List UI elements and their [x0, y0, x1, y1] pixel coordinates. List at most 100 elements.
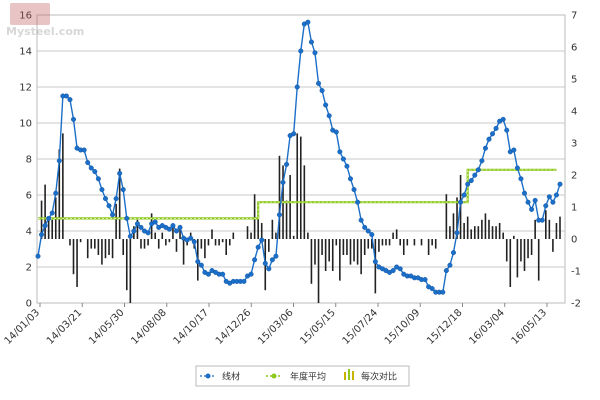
comparison-bar [246, 226, 249, 239]
price-point [46, 215, 52, 221]
price-point [351, 187, 357, 193]
comparison-bar [445, 194, 448, 239]
price-point [248, 271, 254, 277]
price-point [458, 199, 464, 205]
price-point [134, 221, 140, 227]
comparison-bar [470, 229, 473, 239]
comparison-bar [200, 239, 203, 249]
price-point [543, 203, 549, 209]
comparison-bar [481, 219, 483, 239]
comparison-bar [136, 219, 139, 239]
comparison-bar [253, 194, 256, 239]
comparison-bar [434, 239, 437, 249]
price-point [493, 125, 499, 131]
price-point [479, 158, 485, 164]
comparison-bar [296, 133, 299, 239]
y-right-tick-label: -1 [571, 267, 581, 278]
comparison-bar [513, 235, 515, 239]
x-tick-label: 16/03/04 [467, 307, 507, 347]
comparison-bar [505, 239, 508, 262]
y-right-tick-label: 5 [571, 75, 577, 86]
comparison-bar [62, 133, 64, 239]
comparison-bar [477, 226, 480, 239]
comparison-bar [140, 239, 142, 249]
comparison-bar [94, 239, 96, 249]
price-point [273, 253, 279, 259]
comparison-bar [331, 239, 334, 271]
legend-item-series-1[interactable]: 线材 [200, 371, 240, 383]
price-point [323, 102, 329, 108]
legend-item-series-2[interactable]: 年度平均 [266, 371, 326, 383]
price-point [369, 232, 375, 238]
comparison-bar [367, 239, 370, 249]
comparison-bar [498, 223, 501, 239]
price-point [308, 39, 314, 45]
comparison-bar [228, 239, 231, 246]
comparison-bar [413, 239, 416, 246]
legend: 线材 年度平均 每次对比 [195, 365, 410, 387]
comparison-bar [527, 239, 529, 259]
comparison-bar [129, 239, 132, 303]
x-tick-label: 14/08/08 [129, 307, 169, 347]
comparison-bar [328, 239, 330, 262]
comparison-bar [495, 226, 497, 239]
comparison-bar [72, 239, 75, 275]
comparison-bar [324, 239, 327, 271]
price-point [117, 170, 123, 176]
comparison-bar [86, 239, 89, 259]
x-tick-label: 14/12/26 [214, 307, 254, 347]
comparison-bar [321, 239, 323, 255]
comparison-bar [370, 239, 373, 249]
price-point [127, 233, 133, 239]
price-point [294, 84, 300, 90]
price-point [365, 228, 371, 234]
comparison-bar [314, 239, 316, 265]
price-point [429, 286, 435, 292]
x-tick-label: 14/01/03 [3, 307, 43, 347]
comparison-bar [179, 229, 181, 239]
comparison-bar [484, 213, 487, 239]
x-tick-label: 15/12/18 [425, 307, 465, 347]
x-tick-label: 14/03/21 [45, 307, 85, 347]
x-tick-label: 15/03/06 [256, 307, 296, 347]
y-right-tick-label: 1 [571, 203, 577, 214]
comparison-bar [449, 226, 451, 239]
legend-swatch-marker [205, 373, 211, 379]
comparison-bar [69, 239, 71, 246]
price-point [266, 266, 272, 272]
comparison-bar [378, 239, 380, 252]
comparison-bar [58, 149, 61, 239]
price-point [85, 160, 91, 166]
price-point [145, 230, 151, 236]
price-point [358, 217, 364, 223]
price-point [106, 203, 112, 209]
comparison-bar [346, 239, 348, 255]
comparison-bar [491, 226, 494, 239]
price-point [472, 172, 478, 178]
price-point [138, 224, 144, 230]
comparison-bar [548, 219, 551, 239]
price-point [284, 161, 290, 167]
price-point [347, 176, 353, 182]
y-right-tick-label: 2 [571, 171, 577, 182]
comparison-bar [381, 239, 384, 246]
comparison-bar [40, 200, 43, 239]
x-tick-label: 14/05/30 [87, 307, 127, 347]
price-point [461, 192, 467, 198]
y-left-tick-label: 16 [19, 11, 32, 22]
y-right-tick-label: 3 [571, 139, 577, 150]
y-left-tick-label: 8 [26, 155, 32, 166]
comparison-bar [406, 239, 409, 246]
legend-label-series-2: 年度平均 [290, 371, 326, 383]
comparison-bar [111, 239, 114, 259]
price-point [355, 199, 361, 205]
comparison-bar [118, 168, 121, 239]
comparison-bar [104, 239, 107, 259]
comparison-bar [225, 239, 228, 255]
legend-item-series-3[interactable]: 每次对比 [344, 369, 397, 383]
y-right-tick-label: 6 [571, 43, 577, 54]
comparison-bar [530, 239, 533, 255]
comparison-bar [51, 219, 54, 239]
price-point [49, 210, 55, 216]
